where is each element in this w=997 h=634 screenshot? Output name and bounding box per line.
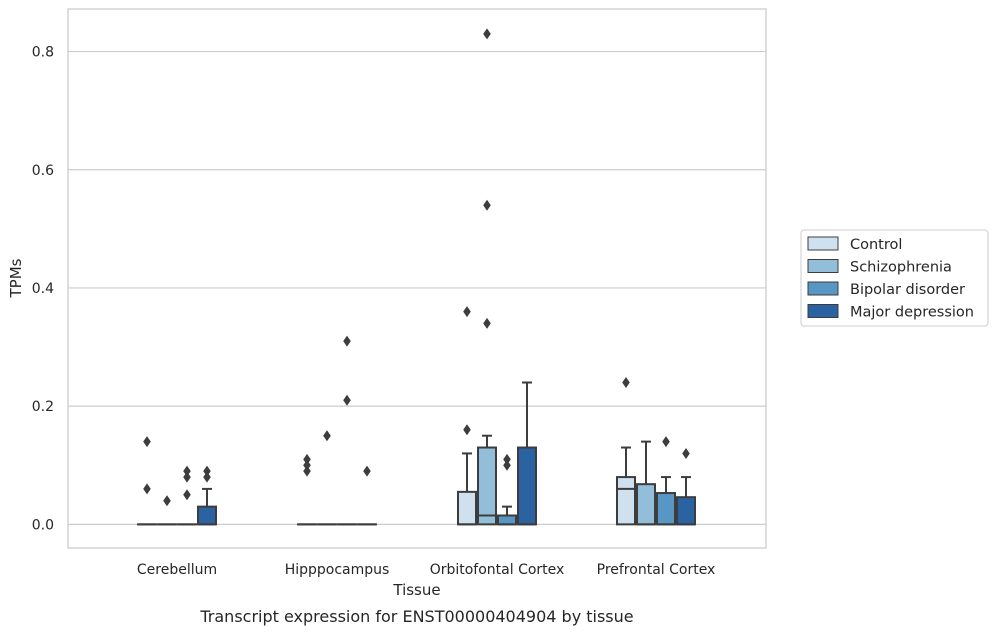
chart-caption: Transcript expression for ENST0000040490… [199,607,633,626]
outlier-point [143,483,151,495]
box-bipolar-disorder [337,335,357,526]
box-major-depression [197,465,217,526]
box-control [297,453,317,526]
outlier-point [343,394,351,406]
x-tick-label: Hipppocampus [285,562,390,578]
outlier-point [303,465,311,477]
legend-label: Bipolar disorder [850,282,965,298]
outlier-point [483,199,491,211]
outlier-point [662,436,670,448]
box-bipolar-disorder [656,436,676,526]
outlier-point [503,453,511,465]
outlier-point [143,436,151,448]
box-body [676,496,696,526]
box-schizophrenia [636,440,656,526]
x-axis-ticks: Cerebellum Hipppocampus Orbitofontal Corte… [137,562,715,578]
outlier-point [483,28,491,40]
outlier-point [183,489,191,501]
outlier-point [463,306,471,318]
box-body [517,446,537,526]
box-major-depression [676,447,696,526]
box-schizophrenia [317,430,337,526]
y-axis-ticks: 0.0 0.2 0.4 0.6 0.8 [32,45,54,534]
box-schizophrenia [477,28,497,526]
outlier-point [303,459,311,471]
outlier-point [622,377,630,389]
outlier-point [483,317,491,329]
outlier-point [183,465,191,477]
legend-frame [800,229,989,327]
y-tick-label: 0.6 [32,163,54,179]
outlier-point [343,335,351,347]
plot-frame [67,8,767,549]
outlier-point [163,495,171,507]
box-schizophrenia [157,495,177,526]
box-plot-area [137,28,696,526]
legend-label: Schizophrenia [850,260,952,276]
outlier-point [503,459,511,471]
y-tick-label: 0.8 [32,45,54,61]
legend-label: Major depression [850,305,974,321]
box-bipolar-disorder [177,465,197,526]
outlier-point [303,453,311,465]
box-control [137,436,157,526]
box-control [616,377,636,526]
x-tick-label: Cerebellum [137,562,217,578]
y-tick-label: 0.4 [32,281,54,297]
y-axis-label: TPMs [7,258,25,298]
legend-label: Control [850,237,902,253]
outlier-point [203,465,211,477]
box-major-depression [357,465,377,526]
outlier-point [682,447,690,459]
x-tick-label: Orbitofontal Cortex [430,562,565,578]
box-major-depression [517,381,537,526]
box-body [197,505,217,526]
legend-swatch [807,236,839,251]
y-tick-label: 0.2 [32,399,54,415]
outlier-point [363,465,371,477]
legend: Control Schizophrenia Bipolar disorder Majo… [800,229,989,327]
y-tick-label: 0.0 [32,517,54,533]
legend-swatch [807,304,839,318]
legend-swatch [807,259,839,273]
box-body [477,446,497,526]
box-body [497,514,517,526]
outlier-point [203,471,211,483]
box-body [656,492,676,526]
outlier-point [323,430,331,442]
box-control [457,306,477,526]
box-body [616,476,636,526]
outlier-point [183,471,191,483]
x-axis-label: Tissue [392,581,440,599]
outlier-point [463,424,471,436]
x-tick-label: Prefrontal Cortex [597,562,716,578]
box-bipolar-disorder [497,453,517,526]
grid-lines [68,50,766,525]
box-body [457,490,477,526]
legend-swatch [807,281,839,296]
box-body [636,483,656,526]
